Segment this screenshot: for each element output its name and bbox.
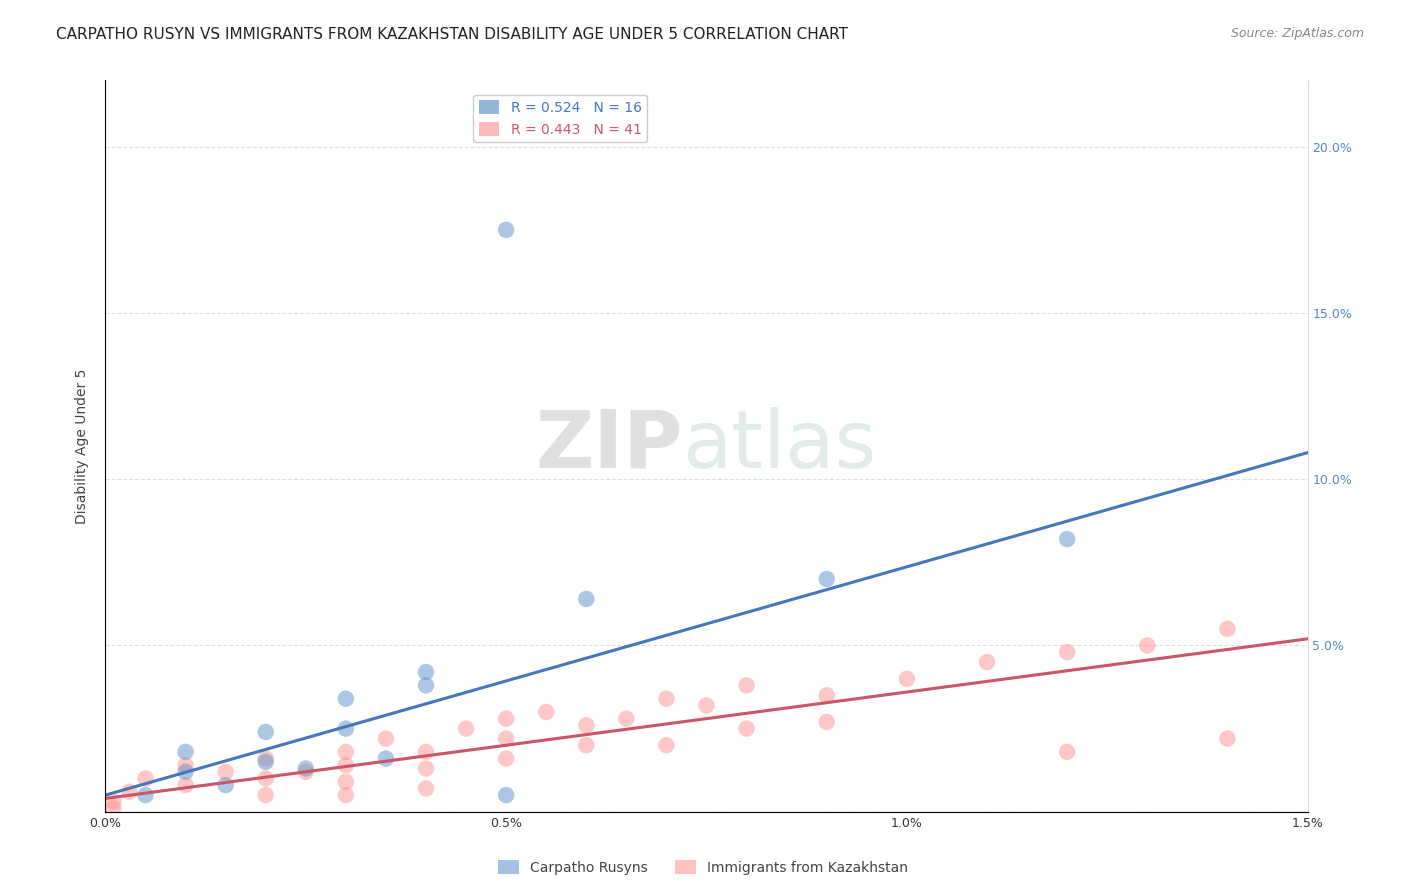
Point [454, 722, 477, 736]
Point [415, 678, 437, 692]
Point [135, 788, 157, 802]
Point [1056, 745, 1078, 759]
Point [1136, 639, 1159, 653]
Point [896, 672, 918, 686]
Point [295, 764, 318, 779]
Text: ZIP: ZIP [536, 407, 682, 485]
Point [374, 731, 398, 746]
Point [335, 691, 357, 706]
Point [616, 712, 638, 726]
Point [534, 705, 557, 719]
Point [415, 781, 437, 796]
Point [495, 788, 517, 802]
Point [815, 714, 838, 729]
Point [575, 738, 598, 752]
Point [1056, 645, 1078, 659]
Point [174, 778, 197, 792]
Point [295, 762, 318, 776]
Point [335, 745, 357, 759]
Point [415, 665, 437, 679]
Point [1216, 731, 1239, 746]
Point [103, 801, 125, 815]
Point [415, 762, 437, 776]
Point [214, 764, 236, 779]
Point [103, 795, 125, 809]
Point [575, 591, 598, 606]
Point [254, 788, 277, 802]
Point [495, 712, 517, 726]
Point [254, 751, 277, 765]
Point [495, 751, 517, 765]
Point [335, 788, 357, 802]
Point [374, 751, 398, 765]
Point [214, 778, 236, 792]
Point [735, 678, 758, 692]
Point [1056, 532, 1078, 546]
Y-axis label: Disability Age Under 5: Disability Age Under 5 [76, 368, 90, 524]
Point [135, 772, 157, 786]
Legend: Carpatho Rusyns, Immigrants from Kazakhstan: Carpatho Rusyns, Immigrants from Kazakhs… [492, 855, 914, 880]
Point [495, 223, 517, 237]
Point [696, 698, 718, 713]
Point [815, 689, 838, 703]
Text: Source: ZipAtlas.com: Source: ZipAtlas.com [1230, 27, 1364, 40]
Point [655, 691, 678, 706]
Point [735, 722, 758, 736]
Point [1216, 622, 1239, 636]
Point [575, 718, 598, 732]
Legend: R = 0.524   N = 16, R = 0.443   N = 41: R = 0.524 N = 16, R = 0.443 N = 41 [472, 95, 647, 142]
Point [415, 745, 437, 759]
Point [976, 655, 998, 669]
Point [335, 758, 357, 772]
Text: CARPATHO RUSYN VS IMMIGRANTS FROM KAZAKHSTAN DISABILITY AGE UNDER 5 CORRELATION : CARPATHO RUSYN VS IMMIGRANTS FROM KAZAKH… [56, 27, 848, 42]
Point [495, 731, 517, 746]
Point [174, 758, 197, 772]
Point [335, 722, 357, 736]
Point [254, 772, 277, 786]
Point [174, 745, 197, 759]
Point [254, 755, 277, 769]
Point [335, 774, 357, 789]
Point [254, 725, 277, 739]
Point [815, 572, 838, 586]
Point [655, 738, 678, 752]
Text: atlas: atlas [682, 407, 877, 485]
Point [174, 764, 197, 779]
Point [118, 785, 141, 799]
